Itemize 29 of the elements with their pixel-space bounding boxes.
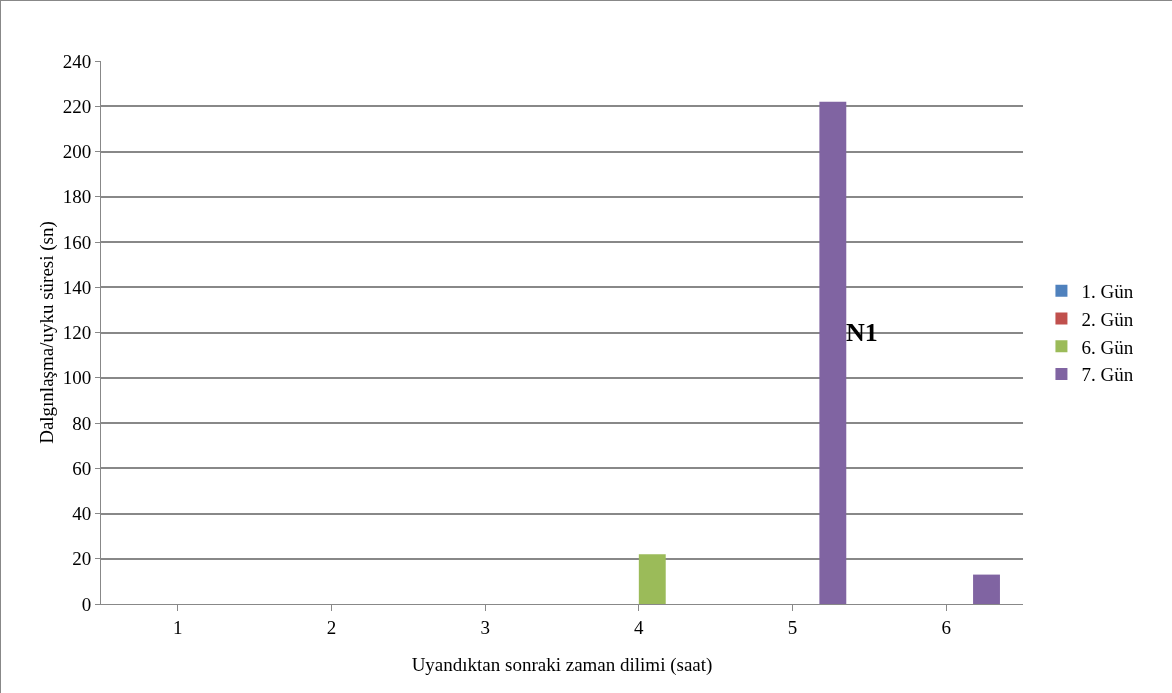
y-tick-label: 20 bbox=[72, 548, 92, 570]
y-axis-title: Dalgınlaşma/uyku süresi (sn) bbox=[36, 221, 58, 444]
y-tick-label: 200 bbox=[62, 141, 92, 163]
x-tick-label: 3 bbox=[480, 616, 490, 638]
y-tick-label: 40 bbox=[72, 503, 92, 525]
legend-label: 6. Gün bbox=[1081, 336, 1134, 358]
legend-label: 7. Gün bbox=[1081, 364, 1134, 386]
legend-label: 1. Gün bbox=[1081, 281, 1134, 303]
x-axis-title: Uyandıktan sonraki zaman dilimi (saat) bbox=[411, 654, 713, 676]
x-tick-label: 2 bbox=[326, 616, 337, 638]
y-tick-label: 160 bbox=[62, 231, 92, 253]
bar bbox=[973, 574, 1000, 604]
y-tick-label: 220 bbox=[62, 95, 92, 117]
annotation: N1 bbox=[846, 318, 878, 347]
x-tick-label: 4 bbox=[634, 616, 645, 638]
x-tick-label: 5 bbox=[787, 616, 798, 638]
x-tick-label: 6 bbox=[941, 616, 951, 638]
y-tick-label: 120 bbox=[62, 322, 92, 344]
y-tick-label: 0 bbox=[81, 593, 92, 615]
y-tick-label: 100 bbox=[62, 367, 92, 389]
y-tick-label: 60 bbox=[72, 457, 92, 479]
bar bbox=[819, 101, 847, 604]
y-tick-label: 180 bbox=[62, 186, 92, 208]
bar bbox=[638, 554, 666, 604]
y-tick-label: 140 bbox=[62, 276, 92, 298]
legend-label: 2. Gün bbox=[1081, 308, 1134, 330]
y-tick-label: 240 bbox=[62, 50, 92, 72]
x-tick-label: 1 bbox=[173, 616, 183, 638]
y-tick-label: 80 bbox=[72, 412, 92, 434]
